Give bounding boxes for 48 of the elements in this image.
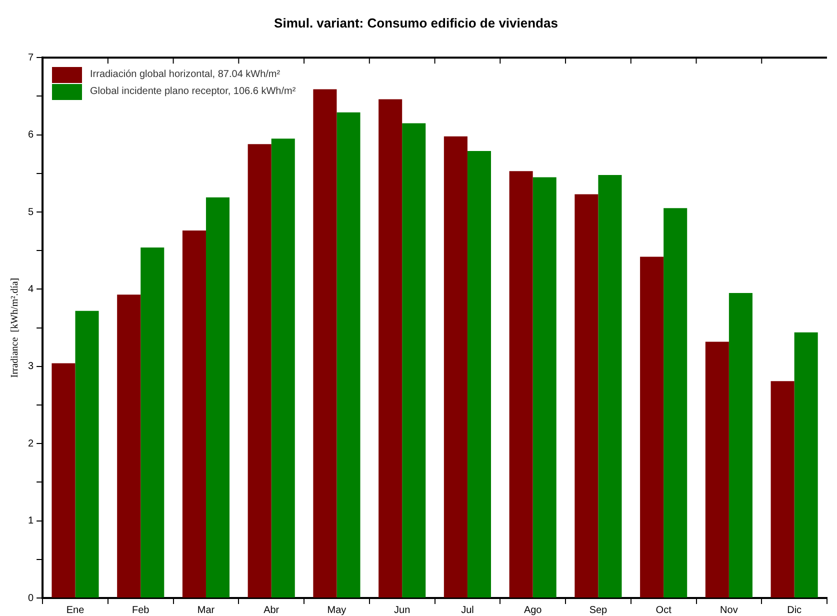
- bar: [532, 177, 556, 598]
- legend-label: Irradiación global horizontal, 87.04 kWh/m²: [90, 69, 280, 80]
- bar: [705, 342, 729, 598]
- x-tick-label: Sep: [589, 604, 608, 616]
- y-tick-label: 3: [28, 361, 34, 372]
- y-tick-label: 0: [28, 592, 34, 604]
- bar: [467, 151, 491, 598]
- bar: [402, 123, 426, 598]
- bar: [52, 363, 76, 598]
- y-tick-label: 2: [28, 438, 34, 450]
- bar: [770, 381, 794, 598]
- x-tick-label: Abr: [264, 604, 280, 616]
- x-tick-label: Mar: [197, 604, 216, 616]
- bar: [271, 138, 295, 598]
- y-tick-label: 5: [28, 206, 34, 218]
- bar: [640, 256, 664, 598]
- bar: [794, 332, 818, 598]
- y-tick-label: 7: [28, 52, 34, 64]
- bar: [206, 197, 230, 598]
- bar: [378, 99, 402, 598]
- bar: [75, 310, 99, 598]
- x-tick-label: Oct: [656, 604, 672, 616]
- bar: [140, 248, 164, 598]
- x-tick-label: Ago: [524, 604, 542, 616]
- bar: [598, 174, 622, 598]
- y-tick-label: 4: [28, 284, 34, 295]
- bar: [248, 144, 272, 598]
- bar: [664, 208, 688, 598]
- x-tick-label: Jun: [394, 604, 410, 616]
- y-tick-label: 1: [28, 516, 34, 527]
- bar: [117, 294, 141, 598]
- x-tick-label: Nov: [720, 604, 738, 616]
- chart-title: Simul. variant: Consumo edificio de viviendas: [274, 15, 558, 30]
- bar: [574, 194, 598, 598]
- bar: [728, 293, 752, 598]
- bar: [336, 112, 360, 598]
- x-tick-label: Ene: [66, 604, 85, 616]
- bar: [313, 89, 337, 598]
- x-tick-label: Feb: [132, 604, 150, 616]
- bar: [444, 136, 468, 598]
- x-tick-label: Dic: [787, 604, 802, 616]
- x-tick-label: Jul: [461, 604, 474, 616]
- y-tick-label: 6: [28, 130, 34, 141]
- x-tick-label: May: [327, 604, 346, 616]
- bar: [182, 230, 206, 598]
- legend-label: Global incidente plano receptor, 106.6 kWh/m²: [90, 86, 296, 97]
- y-axis-title: Irradiance [kWh/m².día]: [10, 278, 21, 378]
- bar: [509, 171, 533, 598]
